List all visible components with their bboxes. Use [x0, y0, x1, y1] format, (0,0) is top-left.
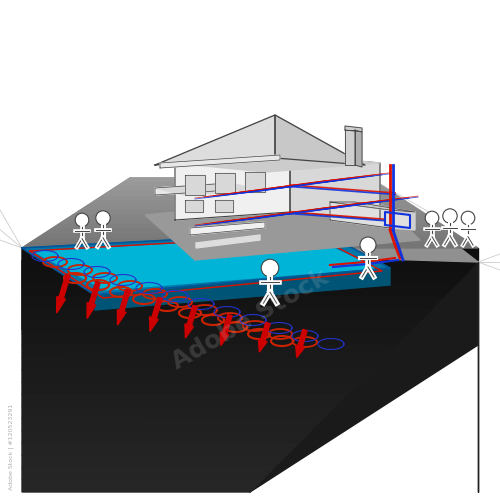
Circle shape — [461, 211, 475, 225]
Polygon shape — [330, 202, 390, 228]
Polygon shape — [215, 173, 235, 193]
Polygon shape — [118, 310, 126, 325]
Polygon shape — [65, 216, 435, 220]
Polygon shape — [22, 431, 310, 443]
Polygon shape — [222, 314, 232, 334]
Polygon shape — [175, 155, 380, 172]
Polygon shape — [116, 182, 384, 188]
Polygon shape — [22, 394, 347, 406]
Polygon shape — [22, 443, 298, 456]
Polygon shape — [145, 192, 420, 260]
Polygon shape — [72, 210, 428, 216]
Polygon shape — [22, 334, 407, 345]
Polygon shape — [22, 456, 286, 468]
Circle shape — [96, 211, 110, 225]
Polygon shape — [298, 330, 307, 347]
Text: Adobe Stock | #120523291: Adobe Stock | #120523291 — [8, 404, 14, 490]
Polygon shape — [22, 346, 395, 358]
Polygon shape — [220, 332, 229, 345]
Polygon shape — [35, 237, 375, 290]
Polygon shape — [22, 358, 383, 370]
Text: Adobe Stock: Adobe Stock — [168, 266, 332, 374]
Polygon shape — [22, 480, 262, 492]
Polygon shape — [22, 248, 478, 260]
Polygon shape — [22, 309, 432, 321]
Polygon shape — [22, 178, 478, 262]
Polygon shape — [123, 178, 377, 182]
Circle shape — [360, 237, 376, 253]
Polygon shape — [95, 268, 390, 310]
Polygon shape — [22, 419, 322, 431]
Polygon shape — [22, 260, 478, 272]
Polygon shape — [120, 290, 130, 312]
Circle shape — [75, 213, 89, 227]
Polygon shape — [22, 406, 334, 419]
Polygon shape — [22, 248, 478, 492]
Polygon shape — [150, 317, 158, 332]
Polygon shape — [260, 322, 270, 341]
Polygon shape — [290, 155, 380, 220]
Polygon shape — [155, 183, 260, 195]
Polygon shape — [330, 202, 415, 212]
Polygon shape — [185, 200, 203, 212]
Polygon shape — [58, 220, 442, 224]
Polygon shape — [44, 230, 457, 234]
Polygon shape — [22, 297, 444, 309]
Polygon shape — [59, 274, 70, 298]
Polygon shape — [29, 238, 471, 244]
Polygon shape — [22, 232, 390, 295]
Polygon shape — [196, 235, 260, 248]
Polygon shape — [22, 272, 468, 284]
Polygon shape — [190, 222, 265, 235]
Polygon shape — [80, 206, 420, 210]
Polygon shape — [22, 321, 419, 334]
Circle shape — [425, 211, 439, 225]
Polygon shape — [185, 175, 205, 195]
Polygon shape — [258, 339, 267, 352]
Polygon shape — [22, 468, 274, 480]
Polygon shape — [175, 155, 290, 220]
Polygon shape — [345, 130, 355, 165]
Polygon shape — [108, 188, 392, 192]
Polygon shape — [155, 183, 230, 195]
Polygon shape — [155, 115, 275, 165]
Polygon shape — [56, 296, 66, 313]
Polygon shape — [187, 306, 197, 326]
Polygon shape — [390, 210, 415, 230]
Circle shape — [261, 259, 279, 277]
Polygon shape — [296, 345, 304, 358]
Polygon shape — [101, 192, 399, 196]
Polygon shape — [152, 298, 162, 318]
Polygon shape — [90, 282, 100, 304]
Polygon shape — [185, 324, 194, 338]
Polygon shape — [22, 382, 359, 394]
Polygon shape — [215, 200, 233, 212]
Polygon shape — [160, 155, 280, 168]
Polygon shape — [22, 284, 456, 297]
Polygon shape — [275, 115, 365, 165]
Polygon shape — [87, 202, 413, 206]
Circle shape — [443, 209, 457, 223]
Polygon shape — [22, 244, 478, 248]
Polygon shape — [36, 234, 464, 238]
Polygon shape — [245, 172, 265, 192]
Polygon shape — [94, 196, 406, 202]
Polygon shape — [22, 370, 371, 382]
Polygon shape — [385, 212, 410, 228]
Polygon shape — [345, 126, 362, 132]
Polygon shape — [87, 302, 96, 318]
Polygon shape — [51, 224, 449, 230]
Polygon shape — [355, 130, 362, 167]
